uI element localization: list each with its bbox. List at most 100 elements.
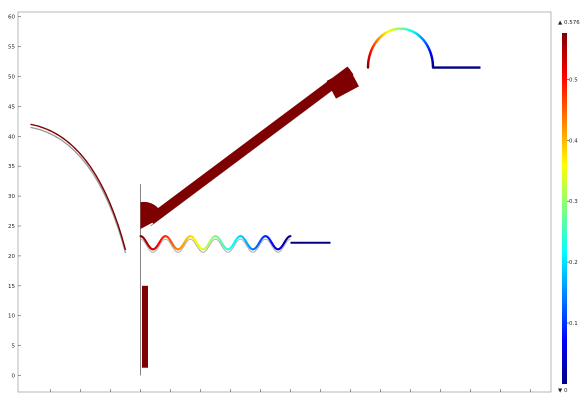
- wave-shadow-segment: [209, 243, 211, 246]
- wave-shadow-segment: [183, 244, 186, 247]
- wave-shadow-segment: [243, 241, 246, 243]
- wave-shadow-segment: [286, 240, 289, 242]
- wave-shadow-segment: [212, 239, 215, 241]
- wave-shadow-segment: [245, 244, 248, 247]
- wave-shadow-segment: [158, 244, 161, 247]
- x-axis-ticks: [50, 389, 531, 392]
- wave-shadow-segment: [224, 249, 226, 252]
- wave-shadow-segment: [285, 242, 287, 244]
- wave-shadow-segment: [267, 240, 270, 242]
- wave-shadow-segment: [159, 243, 161, 246]
- y-tick-label: 25: [8, 224, 15, 230]
- wave-shadow-segment: [221, 246, 224, 249]
- wave-shadow-segment: [146, 246, 149, 249]
- wave-shadow-segment: [244, 242, 246, 244]
- wave-shadow-segment: [287, 239, 290, 241]
- wave-shadow-segment: [161, 240, 164, 242]
- y-tick-label: 15: [8, 284, 15, 290]
- wave-shadow-segment: [170, 244, 173, 247]
- wave-shadow-segment: [234, 243, 236, 246]
- wave-shadow-segment: [196, 246, 199, 249]
- wave-shadow-segment: [261, 240, 264, 242]
- wave-shadow-segment: [217, 240, 220, 242]
- colorbar-bar: [562, 33, 567, 384]
- ramp-top-block: [326, 68, 359, 99]
- wave-shadow-segment: [272, 247, 275, 250]
- wave-shadow-segment: [250, 250, 252, 253]
- wave-shadow-segment: [270, 244, 273, 247]
- wave-shadow-segment: [186, 240, 189, 242]
- y-tick-label: 20: [8, 254, 15, 260]
- wave-shadow-segment: [254, 250, 256, 253]
- colorbar-tick-label: 0.4: [569, 138, 578, 144]
- wave-shadow-segment: [185, 242, 187, 244]
- wave-shadow-segment: [198, 248, 201, 251]
- wave-shadow-segment: [144, 242, 146, 244]
- wave-shadow-segment: [154, 250, 156, 253]
- wave-shadow-segment: [275, 250, 277, 253]
- wave-shadow-segment: [256, 247, 259, 250]
- wave-shadow-segment: [223, 248, 226, 251]
- wave-shadow-segment: [195, 244, 198, 247]
- y-tick-label: 55: [8, 45, 15, 51]
- wave-shadow-segment: [232, 246, 235, 249]
- wave-shadow-segment: [274, 249, 276, 252]
- wave-shadow-segment: [200, 250, 202, 253]
- wave-shadow-segment: [219, 242, 221, 244]
- y-tick-label: 45: [8, 104, 15, 110]
- wave-shadow-segment: [241, 239, 244, 241]
- wave-shadow-segment: [260, 241, 263, 243]
- wave-shadow-segment: [280, 248, 283, 251]
- wave-shadow-segment: [155, 249, 157, 252]
- colorbar-tick-label: 0.2: [569, 260, 578, 266]
- wave-shadow-segment: [173, 248, 176, 251]
- wave-shadow-segment: [222, 247, 225, 250]
- wave-shadow-segment: [218, 241, 221, 243]
- wave-shadow-segment: [248, 248, 251, 251]
- wave-shadow-segment: [194, 242, 196, 244]
- wave-shadow-segment: [281, 247, 284, 250]
- wave-shadow-segment: [262, 239, 265, 241]
- wave-shadow-segment: [199, 249, 201, 252]
- wave-shadow-segment: [220, 244, 223, 247]
- upper-arc: [30, 123, 127, 251]
- wave-shadow-segment: [230, 248, 233, 251]
- wave-shadow-segment: [260, 242, 262, 244]
- wave-shadow-segment: [271, 246, 274, 249]
- wave-shadow-segment: [285, 241, 288, 243]
- wave-shadow-segment: [195, 243, 197, 246]
- wave-shadow-segment: [197, 247, 200, 250]
- wave-shadow-segment: [142, 240, 145, 242]
- wave-shadow-segment: [172, 247, 175, 250]
- wave-shadow-segment: [257, 246, 260, 249]
- arc-shadow: [30, 126, 127, 254]
- y-axis-ticks: 0 5 10 15 20 25 30 35 40 45 50 55 60: [8, 15, 21, 380]
- wave-shadow-segment: [280, 249, 282, 252]
- wave-shadow-segment: [182, 246, 185, 249]
- geometry-layer: [30, 27, 481, 376]
- wave-shadow-segment: [160, 242, 162, 244]
- plot-frame: [17, 11, 552, 393]
- ramp-band: [147, 66, 354, 225]
- wave-shadow-segment: [141, 239, 144, 241]
- wave-shadow-segment: [269, 242, 271, 244]
- wave-shadow-segment: [259, 243, 261, 246]
- wave-shadow-segment: [220, 243, 222, 246]
- wave-shadow-segment: [279, 250, 281, 253]
- wave-shadow-segment: [230, 249, 232, 252]
- wave-shadow-segment: [270, 243, 272, 246]
- wave-shadow-segment: [245, 243, 247, 246]
- wave-shadow-segment: [255, 248, 258, 251]
- wave-shadow-segment: [169, 242, 171, 244]
- wave-shadow-segment: [247, 247, 250, 250]
- wave-shadow-segment: [284, 243, 286, 246]
- y-tick-label: 10: [8, 314, 15, 320]
- wave-shadow-segment: [235, 241, 238, 243]
- wave-shadow-segment: [206, 247, 209, 250]
- wave-shadow-segment: [184, 243, 186, 246]
- wave-shadow-segment: [246, 246, 249, 249]
- y-tick-label: 30: [8, 194, 15, 200]
- wave-shadow-segment: [235, 242, 237, 244]
- colorbar-tick-label: 0.1: [569, 321, 578, 327]
